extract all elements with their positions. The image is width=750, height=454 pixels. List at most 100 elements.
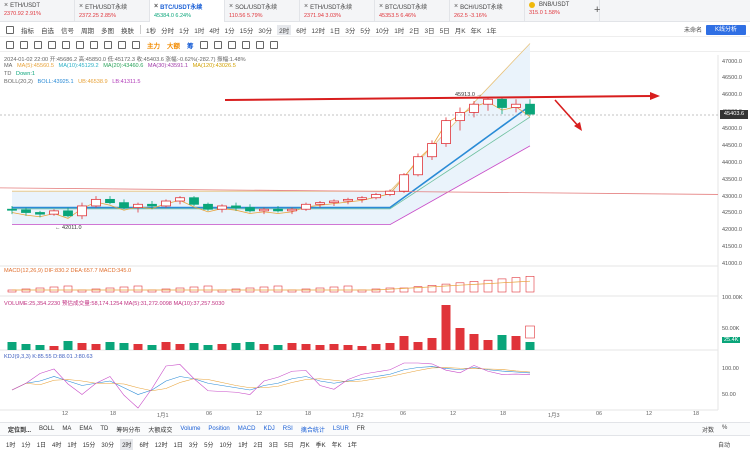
period-option[interactable]: 季K — [315, 443, 326, 449]
period-option[interactable]: 1时 — [194, 27, 205, 35]
period-option[interactable]: 月K — [299, 443, 310, 449]
indicator-icon[interactable] — [6, 25, 14, 34]
close-icon[interactable]: × — [304, 3, 309, 10]
close-icon[interactable]: × — [154, 3, 159, 10]
toolbar-multi[interactable]: 多图 — [101, 27, 114, 35]
period-option[interactable]: 2日 — [409, 27, 420, 35]
rect-icon[interactable] — [90, 40, 98, 49]
period-option[interactable]: 1年 — [486, 27, 497, 35]
main-force-button[interactable]: 主力 — [147, 42, 160, 50]
indicator-option[interactable]: MA — [62, 426, 72, 432]
period-option[interactable]: 30分 — [258, 27, 273, 35]
log-scale-toggle[interactable]: 对数 — [702, 428, 715, 434]
indicator-option[interactable]: MACD — [237, 426, 256, 432]
period-option[interactable]: 1时 — [6, 443, 16, 449]
period-option[interactable]: 1时 — [238, 443, 248, 449]
period-option[interactable]: 3日 — [424, 27, 435, 35]
chip-button[interactable]: 筹 — [187, 42, 194, 50]
ray-icon[interactable] — [132, 40, 140, 49]
period-option[interactable]: 月K — [454, 27, 466, 35]
tab-item[interactable]: × BTC/USDT永续 45353.5 6.46% — [375, 0, 450, 22]
toolbar-watchlist[interactable]: 自选 — [41, 27, 54, 35]
close-icon[interactable]: × — [4, 2, 9, 9]
period-option[interactable]: 3分 — [345, 27, 356, 35]
indicator-option[interactable]: KDJ — [263, 426, 275, 432]
close-icon[interactable]: × — [229, 3, 234, 10]
period-option[interactable]: 5分 — [204, 443, 214, 449]
indicator-option[interactable]: Volume — [180, 426, 201, 432]
period-option[interactable]: 15分 — [82, 443, 96, 449]
line-icon[interactable] — [48, 40, 56, 49]
period-option[interactable]: 1分 — [21, 443, 31, 449]
close-icon[interactable]: × — [379, 3, 384, 10]
period-option[interactable]: 3日 — [268, 443, 279, 449]
tab-item[interactable]: × SOL/USDT永续 110.56 5.79% — [225, 0, 300, 22]
tab-item[interactable]: × ETH/USDT永续 2371.94 3.03% — [300, 0, 375, 22]
text-icon[interactable] — [104, 40, 112, 49]
auto-toggle[interactable]: 自动 — [718, 443, 731, 449]
undo-icon[interactable] — [6, 40, 14, 49]
period-option[interactable]: 1日 — [36, 443, 47, 449]
period-option[interactable]: 年K — [331, 443, 342, 449]
tab-item[interactable]: BNB/USDT 315.0 1.58% — [525, 0, 600, 22]
period-option[interactable]: 分时 — [161, 27, 175, 35]
period-option[interactable]: 30分 — [101, 443, 115, 449]
period-option[interactable]: 1分 — [224, 27, 235, 35]
eye-icon[interactable] — [241, 40, 250, 49]
close-icon[interactable]: × — [79, 3, 84, 10]
indicator-option[interactable]: RSI — [282, 426, 293, 432]
toolbar-skin[interactable]: 换肤 — [121, 27, 134, 35]
period-option[interactable]: 15分 — [239, 27, 254, 35]
add-tab-icon[interactable]: + — [594, 4, 601, 16]
channel-icon[interactable] — [62, 40, 70, 49]
layout-name[interactable]: 未命名 — [684, 28, 703, 34]
period-option[interactable]: 2时 — [277, 24, 292, 35]
period-option[interactable]: 年K — [470, 27, 482, 35]
magnet-icon[interactable] — [213, 40, 222, 49]
pen-icon[interactable] — [199, 40, 208, 49]
redo-icon[interactable] — [20, 40, 28, 49]
period-option[interactable]: 10分 — [375, 27, 390, 35]
period-option[interactable]: 1分 — [179, 27, 190, 35]
k-analysis-button[interactable]: K线分析 — [706, 25, 746, 35]
period-option[interactable]: 1年 — [347, 443, 357, 449]
tab-item[interactable]: × BCH/USDT永续 262.5 -3.16% — [450, 0, 525, 22]
period-option[interactable]: 1日 — [330, 27, 341, 35]
close-icon[interactable]: × — [454, 3, 459, 10]
large-order-button[interactable]: 大额 — [167, 42, 180, 50]
period-option[interactable]: 5日 — [439, 27, 450, 35]
indicator-option[interactable]: FR — [356, 426, 365, 432]
period-option[interactable]: 6时 — [296, 27, 307, 35]
period-option[interactable]: 4时 — [209, 27, 220, 35]
indicator-option[interactable]: LSUR — [332, 426, 349, 432]
lock-icon[interactable] — [227, 40, 236, 49]
period-option[interactable]: 2日 — [253, 443, 263, 449]
settings-icon[interactable] — [269, 40, 278, 49]
indicator-option[interactable]: 擒合统计 — [300, 427, 325, 434]
indicator-option[interactable]: 大额成交 — [148, 427, 173, 434]
period-option[interactable]: 12时 — [311, 27, 326, 35]
period-option[interactable]: 10分 — [219, 443, 233, 449]
indicator-option[interactable]: Position — [208, 426, 230, 432]
indicator-option[interactable]: 筹码分布 — [116, 427, 141, 434]
period-option[interactable]: 1秒 — [146, 27, 157, 35]
indicator-option[interactable]: BOLL — [39, 426, 55, 432]
period-option[interactable]: 4时 — [52, 443, 62, 449]
fib-icon[interactable] — [76, 40, 84, 49]
toolbar-period[interactable]: 周期 — [81, 27, 94, 35]
tab-item[interactable]: × ETH/USDT永续 2372.25 2.85% — [75, 0, 150, 22]
period-option[interactable]: 1日 — [173, 443, 183, 449]
tab-item[interactable]: × ETH/USDT 2370.92 2.91% — [0, 0, 75, 22]
trash-icon[interactable] — [255, 40, 264, 49]
period-option[interactable]: 2时 — [120, 439, 134, 450]
period-option[interactable]: 12时 — [154, 443, 168, 449]
indicator-option[interactable]: TD — [100, 426, 109, 432]
period-option[interactable]: 5日 — [284, 443, 294, 449]
cursor-icon[interactable] — [34, 40, 42, 49]
period-option[interactable]: 1时 — [394, 27, 405, 35]
locate-button[interactable]: 定位到... — [8, 427, 32, 434]
measure-icon[interactable] — [118, 40, 126, 49]
period-option[interactable]: 6时 — [139, 443, 149, 449]
toolbar-indicator[interactable]: 指标 — [21, 27, 34, 35]
indicator-option[interactable]: EMA — [79, 426, 93, 432]
